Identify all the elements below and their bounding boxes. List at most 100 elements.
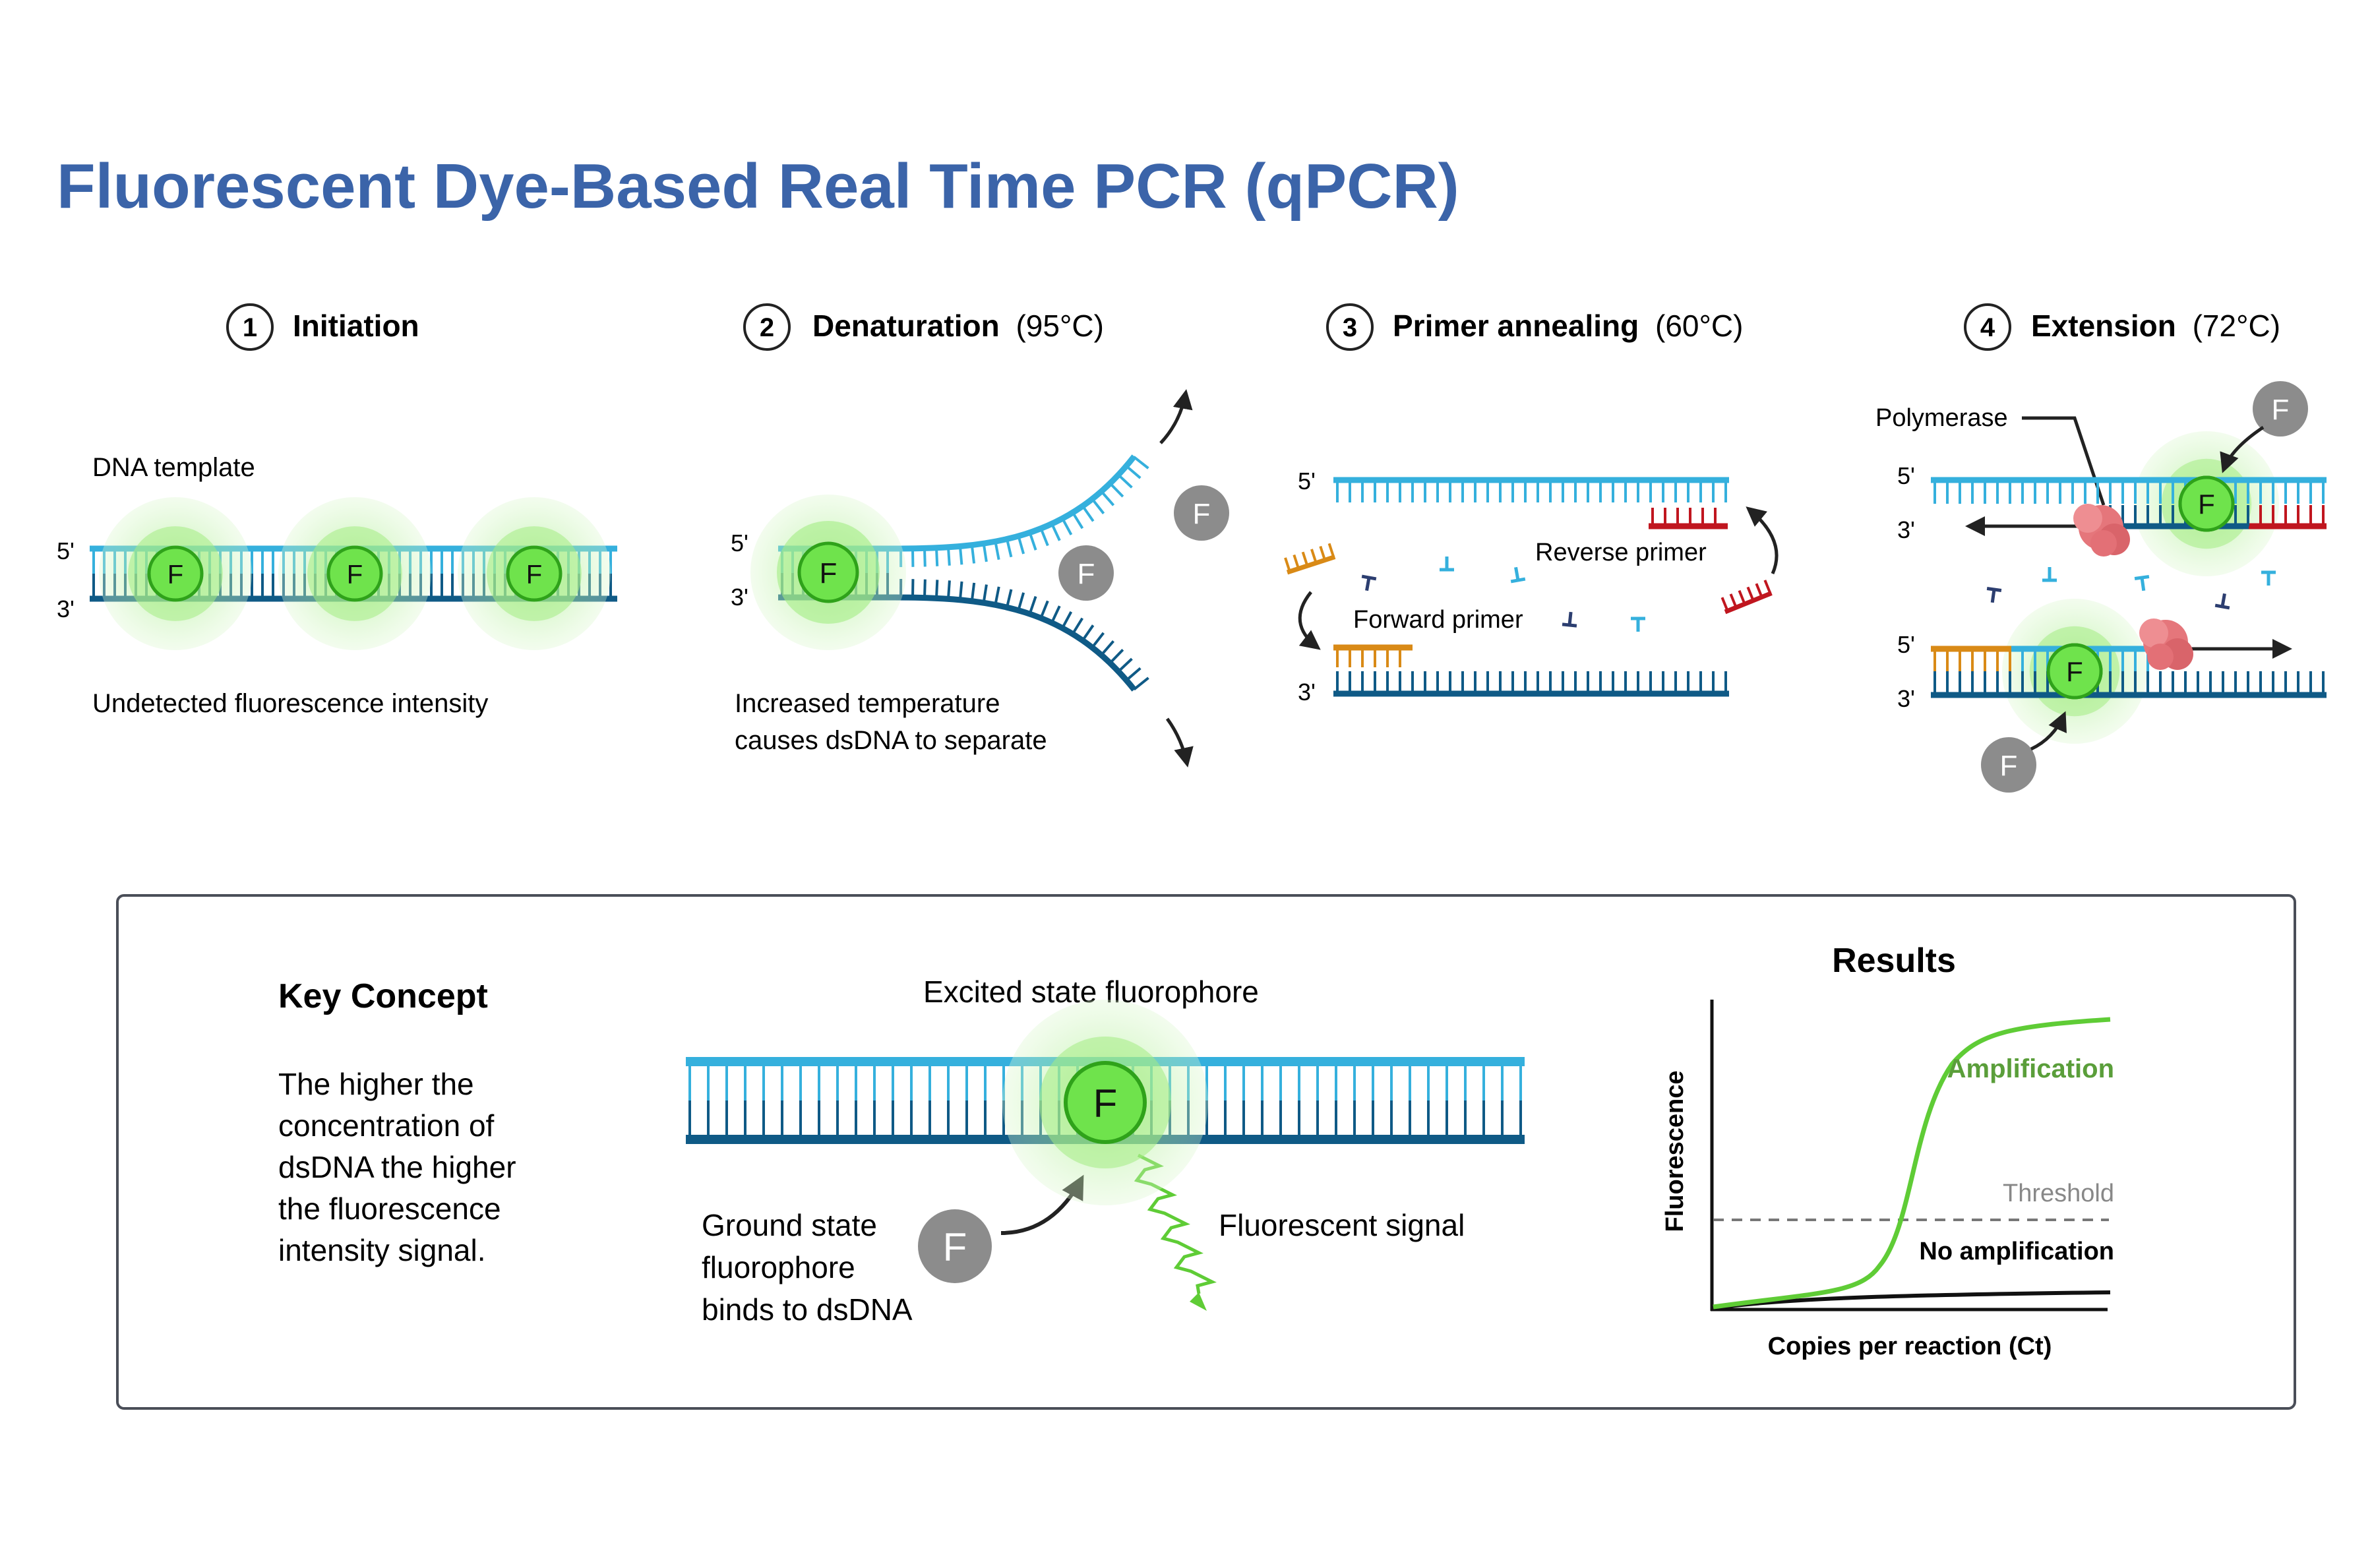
svg-text:F: F xyxy=(2272,394,2290,426)
strand-teeth xyxy=(899,456,1149,691)
svg-text:Initiation: Initiation xyxy=(293,309,419,343)
amplification-label: Amplification xyxy=(1947,1054,2114,1083)
step-number-circle xyxy=(1964,303,2011,351)
svg-text:F: F xyxy=(1078,558,1095,590)
step-temperature: (60°C) xyxy=(1655,309,1743,343)
polymerase-icon xyxy=(2073,504,2130,557)
reverse-primer-label: Reverse primer xyxy=(1535,539,1707,566)
free-nucleotide xyxy=(2134,574,2150,591)
step-number: 1 xyxy=(243,313,257,342)
polymerase-pointer xyxy=(2022,416,2106,506)
step4-panel: Polymerase 5' 3' 5' 3' FF FF F F xyxy=(1875,381,2327,793)
five-prime-label: 5' xyxy=(1897,462,1915,489)
five-prime-label: 5' xyxy=(1298,467,1316,495)
five-prime-label: 5' xyxy=(1897,631,1915,658)
step-label: Extension xyxy=(2031,309,2176,343)
key-concept-line: The higher the xyxy=(278,1067,474,1101)
step3-panel: 5' 3' Reverse primer Forward primer xyxy=(1284,467,1779,706)
threshold-label: Threshold xyxy=(2003,1180,2114,1207)
ground-state-line: fluorophore xyxy=(702,1250,855,1284)
no-amplification-label: No amplification xyxy=(1919,1238,2114,1265)
reverse-primer-arrow xyxy=(1746,506,1779,575)
denaturation-caption-line1: Increased temperature xyxy=(735,689,1000,718)
denatured-strand-top xyxy=(894,454,1137,552)
svg-text:Denaturation (95°C): Denaturation (95°C) xyxy=(812,309,1104,343)
free-nucleotide xyxy=(2214,593,2230,610)
bound-fluorophore: F xyxy=(458,497,611,650)
step-header-denaturation: 2 Denaturation (95°C) xyxy=(743,303,1104,351)
free-nucleotides xyxy=(1986,567,2276,610)
step-header-primer-annealing: 3 Primer annealing (60°C) xyxy=(1326,303,1743,351)
results-graph: Results Fluorescence Copies per reaction… xyxy=(1661,942,2114,1360)
three-prime-label: 3' xyxy=(57,595,75,622)
svg-text:F: F xyxy=(347,560,363,589)
step-label: Denaturation xyxy=(812,309,1000,343)
key-concept-line: dsDNA the higher xyxy=(278,1150,516,1184)
bound-fluorophore: F xyxy=(2046,643,2103,700)
extending-strand-bottom: FF xyxy=(1931,599,2327,744)
three-prime-label: 3' xyxy=(1897,516,1915,543)
svg-text:F: F xyxy=(526,560,542,589)
key-concept-text: Key Concept The higher the concentration… xyxy=(278,977,516,1267)
x-axis-label: Copies per reaction (Ct) xyxy=(1768,1333,2052,1360)
step1-panel: DNA template 5' 3' F F F Undetected fluore… xyxy=(57,453,617,718)
svg-text:F: F xyxy=(1093,1081,1118,1126)
key-concept-panel xyxy=(116,894,2296,1410)
step-number-circle xyxy=(743,303,791,351)
bound-fluorophore: F xyxy=(99,497,252,650)
template-strand-bottom xyxy=(1931,671,2327,698)
free-nucleotide xyxy=(1440,557,1454,572)
key-concept-illustration: Excited state fluorophore F Ground state… xyxy=(686,975,1525,1327)
key-concept-line: the fluorescence xyxy=(278,1191,501,1226)
free-nucleotide xyxy=(1986,586,2002,603)
free-nucleotide xyxy=(1361,574,1377,591)
free-reverse-primer xyxy=(1720,580,1773,615)
five-prime-label: 5' xyxy=(57,537,75,564)
template-strand-bottom xyxy=(1333,671,1729,697)
single-strand-bottom xyxy=(1333,644,1729,697)
bound-fluorophore: F xyxy=(797,541,859,603)
polymerase-label: Polymerase xyxy=(1875,404,2008,432)
results-heading: Results xyxy=(1832,942,1956,980)
step-label: Primer annealing xyxy=(1393,309,1639,343)
three-prime-label: 3' xyxy=(731,584,748,611)
polymerase-icon xyxy=(2139,618,2193,670)
denaturation-caption-line2: causes dsDNA to separate xyxy=(735,726,1047,755)
svg-text:F: F xyxy=(2198,489,2215,520)
single-strand-top xyxy=(1333,477,1729,529)
forward-primer-label: Forward primer xyxy=(1353,606,1523,634)
step-temperature: (95°C) xyxy=(1016,309,1103,343)
key-concept-line: concentration of xyxy=(278,1108,495,1143)
released-fluorophore: F xyxy=(1174,485,1229,541)
template-strand-top xyxy=(1333,477,1729,502)
step-header-initiation: 1 Initiation xyxy=(226,303,419,351)
ground-state-line: Ground state xyxy=(702,1208,877,1242)
key-concept-line: intensity signal. xyxy=(278,1233,486,1267)
svg-text:F: F xyxy=(1193,498,1211,530)
step-label: Initiation xyxy=(293,309,419,343)
svg-text:F: F xyxy=(2000,750,2018,782)
svg-text:F: F xyxy=(2066,656,2083,687)
step-number: 2 xyxy=(760,313,774,342)
dna-template-label: DNA template xyxy=(92,453,255,482)
undetected-fluorescence-caption: Undetected fluorescence intensity xyxy=(92,689,488,718)
ground-state-fluorophore: F xyxy=(918,1209,992,1283)
free-nucleotide xyxy=(1631,617,1645,632)
free-fluorophore: F xyxy=(2253,381,2308,437)
released-fluorophore: F xyxy=(1058,545,1114,601)
forward-primer-arrow xyxy=(1298,591,1321,650)
step-number-circle xyxy=(226,303,274,351)
extending-strand-top: FF xyxy=(1931,431,2327,576)
denatured-strand-bottom xyxy=(894,594,1137,692)
fluorescent-signal-arrowhead xyxy=(1190,1292,1207,1311)
step2-panel: 5' 3' F F F Increased temperature causes… xyxy=(731,389,1229,768)
key-concept-heading: Key Concept xyxy=(278,977,488,1015)
bound-fluorophore: F xyxy=(278,497,431,650)
free-fluorophore: F xyxy=(1981,737,2036,793)
fluorophore-binding-arrow xyxy=(2030,711,2067,751)
svg-text:F: F xyxy=(820,557,837,589)
step-number: 3 xyxy=(1343,313,1357,342)
free-nucleotide xyxy=(2042,567,2057,582)
